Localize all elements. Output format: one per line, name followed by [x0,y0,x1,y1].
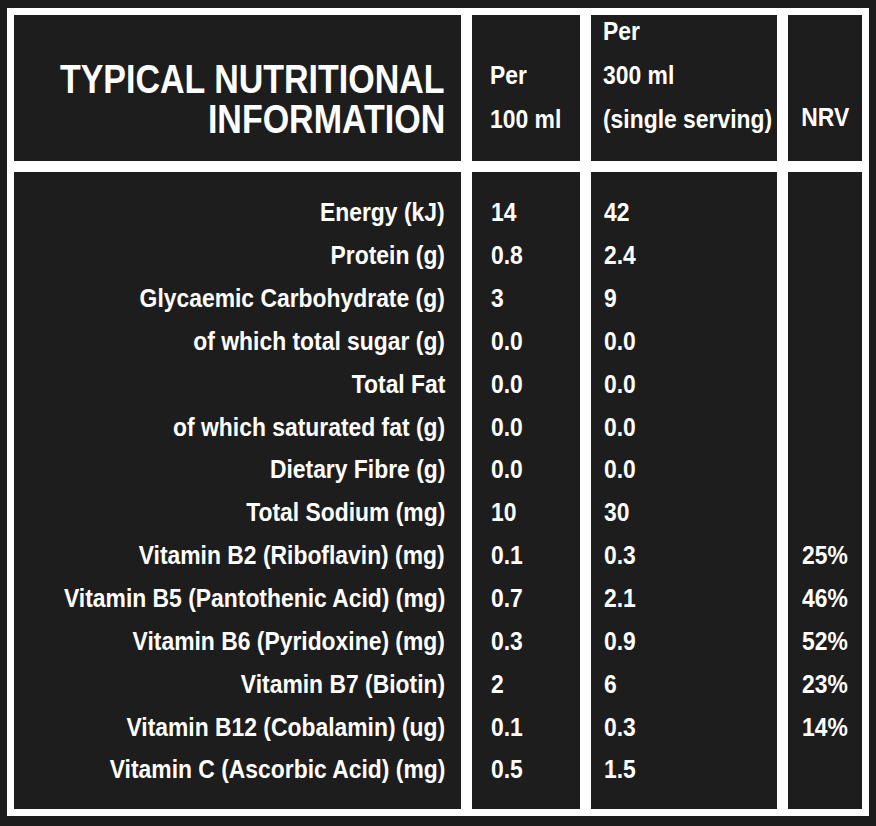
value-per-300ml: 1.5 [591,748,777,791]
table-row-label: of which saturated fat (g) [14,405,461,448]
value-per-300ml: 30 [591,491,777,534]
value-per-100ml: 0.5 [472,748,580,791]
value-per-300ml: 6 [591,662,777,705]
table-row-label: Vitamin C (Ascorbic Acid) (mg) [14,748,461,791]
table-row-label: Total Fat [14,362,461,405]
per300-header-line1: Per [603,15,756,53]
table-row-label: Total Sodium (mg) [14,491,461,534]
table-row-label: Glycaemic Carbohydrate (g) [14,277,461,320]
body-column-labels: Energy (kJ) Protein (g) Glycaemic Carboh… [14,172,461,809]
value-nrv: 14% [788,705,862,748]
body-column-per-100ml: 14 0.8 3 0.0 0.0 0.0 0.0 10 0.1 0.7 0.3 … [472,172,580,809]
value-per-300ml: 0.0 [591,362,777,405]
table-row-label: Protein (g) [14,234,461,277]
value-nrv: 52% [788,619,862,662]
column-header-per-300ml: Per 300 ml (single serving) [591,15,777,161]
value-nrv [788,234,862,277]
value-nrv [788,405,862,448]
table-row-label: Vitamin B2 (Riboflavin) (mg) [14,534,461,577]
value-per-100ml: 0.8 [472,234,580,277]
per100-header-line2: 100 ml [490,97,569,141]
nrv-header-label: NRV [801,95,849,139]
value-per-300ml: 0.0 [591,405,777,448]
body-column-nrv: 25% 46% 52% 23% 14% [788,172,862,809]
value-nrv: 46% [788,577,862,620]
value-per-100ml: 0.1 [472,705,580,748]
value-per-100ml: 14 [472,191,580,234]
nutrition-table: TYPICAL NUTRITIONAL INFORMATION Per 100 … [14,15,862,809]
value-nrv [788,448,862,491]
value-per-100ml: 3 [472,277,580,320]
table-title-cell: TYPICAL NUTRITIONAL INFORMATION [14,15,461,161]
value-per-100ml: 2 [472,662,580,705]
value-nrv [788,491,862,534]
value-per-100ml: 10 [472,491,580,534]
value-per-300ml: 0.3 [591,705,777,748]
table-row-label: Energy (kJ) [14,191,461,234]
value-nrv [788,191,862,234]
value-per-300ml: 0.9 [591,619,777,662]
table-row-label: Vitamin B12 (Cobalamin) (ug) [14,705,461,748]
value-per-100ml: 0.0 [472,448,580,491]
column-header-nrv: NRV [788,15,862,161]
value-per-300ml: 9 [591,277,777,320]
column-header-per-100ml: Per 100 ml [472,15,580,161]
table-title-line1: TYPICAL NUTRITIONAL [60,59,445,99]
table-row-label: Vitamin B6 (Pyridoxine) (mg) [14,619,461,662]
value-nrv [788,748,862,791]
table-row-label: Dietary Fibre (g) [14,448,461,491]
value-per-300ml: 0.0 [591,448,777,491]
value-per-100ml: 0.3 [472,619,580,662]
value-per-100ml: 0.1 [472,534,580,577]
per300-header-line3: (single serving) [603,97,756,141]
value-per-300ml: 2.1 [591,577,777,620]
table-title-line2: INFORMATION [208,99,445,139]
table-row-label: Vitamin B5 (Pantothenic Acid) (mg) [14,577,461,620]
value-per-100ml: 0.7 [472,577,580,620]
value-per-100ml: 0.0 [472,320,580,363]
value-per-100ml: 0.0 [472,362,580,405]
value-nrv: 23% [788,662,862,705]
value-nrv: 25% [788,534,862,577]
table-row-label: Vitamin B7 (Biotin) [14,662,461,705]
body-column-per-300ml: 42 2.4 9 0.0 0.0 0.0 0.0 30 0.3 2.1 0.9 … [591,172,777,809]
value-nrv [788,277,862,320]
nutrition-label-frame: TYPICAL NUTRITIONAL INFORMATION Per 100 … [7,8,869,816]
per100-header-line1: Per [490,53,569,97]
value-nrv [788,362,862,405]
value-per-300ml: 42 [591,191,777,234]
per300-header-line2: 300 ml [603,53,756,97]
table-row-label: of which total sugar (g) [14,320,461,363]
value-nrv [788,320,862,363]
value-per-100ml: 0.0 [472,405,580,448]
value-per-300ml: 2.4 [591,234,777,277]
value-per-300ml: 0.3 [591,534,777,577]
value-per-300ml: 0.0 [591,320,777,363]
